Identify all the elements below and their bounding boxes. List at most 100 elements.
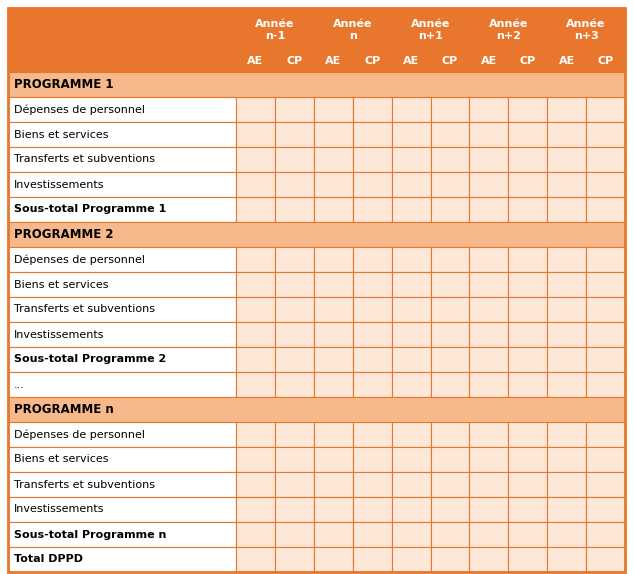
Bar: [275, 497, 314, 522]
Bar: [430, 372, 470, 397]
Bar: [547, 497, 586, 522]
Bar: [392, 422, 430, 447]
Bar: [353, 272, 392, 297]
Text: AE: AE: [325, 56, 341, 66]
Bar: [508, 247, 547, 272]
Bar: [392, 8, 470, 50]
Bar: [314, 347, 353, 372]
Bar: [392, 447, 430, 472]
Bar: [470, 347, 508, 372]
Bar: [392, 497, 430, 522]
Bar: [470, 447, 508, 472]
Bar: [353, 50, 392, 72]
Bar: [314, 122, 353, 147]
Bar: [547, 172, 586, 197]
Bar: [353, 447, 392, 472]
Bar: [508, 472, 547, 497]
Bar: [547, 522, 586, 547]
Text: CP: CP: [286, 56, 303, 66]
Bar: [470, 50, 508, 72]
Bar: [586, 197, 625, 222]
Bar: [508, 197, 547, 222]
Text: Dépenses de personnel: Dépenses de personnel: [14, 104, 145, 115]
Bar: [508, 97, 547, 122]
Bar: [586, 97, 625, 122]
Bar: [547, 372, 586, 397]
Bar: [8, 122, 236, 147]
Text: AE: AE: [480, 56, 497, 66]
Text: CP: CP: [598, 56, 613, 66]
Bar: [430, 172, 470, 197]
Bar: [508, 522, 547, 547]
Bar: [547, 422, 586, 447]
Bar: [8, 547, 236, 572]
Bar: [275, 522, 314, 547]
Bar: [8, 372, 236, 397]
Bar: [236, 197, 275, 222]
Bar: [314, 372, 353, 397]
Bar: [275, 147, 314, 172]
Bar: [236, 147, 275, 172]
Bar: [353, 347, 392, 372]
Text: CP: CP: [442, 56, 458, 66]
Bar: [508, 172, 547, 197]
Bar: [8, 522, 236, 547]
Bar: [586, 172, 625, 197]
Bar: [470, 497, 508, 522]
Bar: [275, 472, 314, 497]
Text: Année: Année: [333, 19, 372, 29]
Bar: [430, 522, 470, 547]
Bar: [353, 372, 392, 397]
Bar: [314, 247, 353, 272]
Bar: [547, 472, 586, 497]
Bar: [430, 247, 470, 272]
Bar: [547, 97, 586, 122]
Bar: [8, 172, 236, 197]
Bar: [8, 8, 236, 72]
Bar: [508, 497, 547, 522]
Bar: [353, 472, 392, 497]
Bar: [314, 297, 353, 322]
Bar: [430, 97, 470, 122]
Text: AE: AE: [558, 56, 575, 66]
Text: Année: Année: [411, 19, 450, 29]
Text: ...: ...: [14, 379, 25, 390]
Bar: [392, 547, 430, 572]
Text: Biens et services: Biens et services: [14, 280, 108, 289]
Bar: [470, 247, 508, 272]
Bar: [586, 547, 625, 572]
Text: Transferts et subventions: Transferts et subventions: [14, 479, 155, 490]
Bar: [8, 272, 236, 297]
Text: PROGRAMME 1: PROGRAMME 1: [14, 78, 113, 91]
Text: PROGRAMME n: PROGRAMME n: [14, 403, 114, 416]
Bar: [314, 147, 353, 172]
Bar: [353, 297, 392, 322]
Text: n+2: n+2: [496, 31, 521, 41]
Bar: [236, 297, 275, 322]
Bar: [586, 322, 625, 347]
Bar: [392, 372, 430, 397]
Text: n: n: [349, 31, 356, 41]
Text: Sous-total Programme 2: Sous-total Programme 2: [14, 355, 166, 364]
Text: Biens et services: Biens et services: [14, 130, 108, 139]
Bar: [236, 372, 275, 397]
Bar: [8, 247, 236, 272]
Bar: [430, 447, 470, 472]
Bar: [586, 50, 625, 72]
Bar: [8, 422, 236, 447]
Bar: [353, 497, 392, 522]
Bar: [8, 297, 236, 322]
Bar: [275, 272, 314, 297]
Bar: [470, 422, 508, 447]
Bar: [314, 8, 392, 50]
Text: PROGRAMME 2: PROGRAMME 2: [14, 228, 113, 241]
Bar: [392, 197, 430, 222]
Bar: [392, 297, 430, 322]
Bar: [470, 97, 508, 122]
Bar: [547, 197, 586, 222]
Bar: [508, 347, 547, 372]
Text: AE: AE: [403, 56, 419, 66]
Bar: [353, 172, 392, 197]
Bar: [353, 547, 392, 572]
Bar: [430, 197, 470, 222]
